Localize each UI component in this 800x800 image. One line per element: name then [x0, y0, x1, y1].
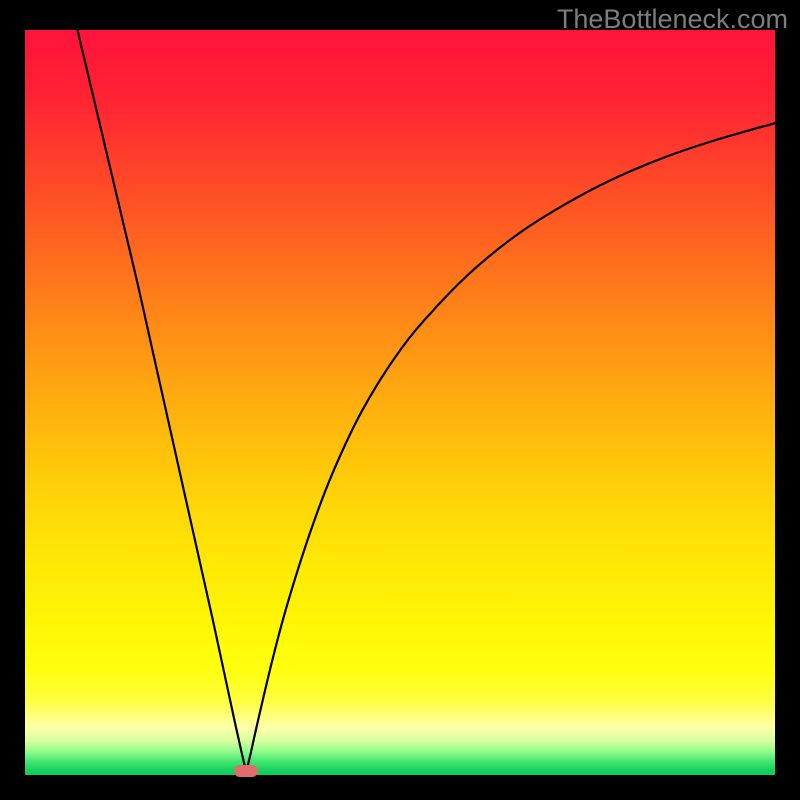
- optimal-point-marker: [234, 765, 258, 777]
- plot-area: [25, 30, 775, 775]
- chart-stage: { "watermark": { "text": "TheBottleneck.…: [0, 0, 800, 800]
- bottleneck-curve: [25, 30, 775, 775]
